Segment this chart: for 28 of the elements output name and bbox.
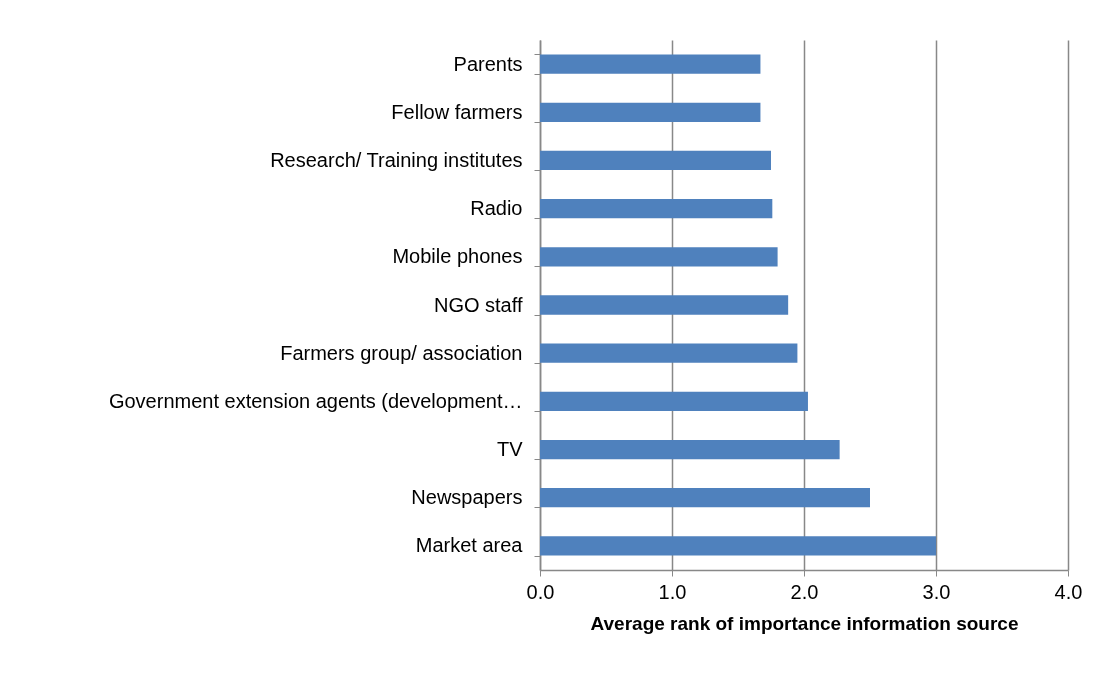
bar	[540, 439, 840, 460]
x-tick-label: 2.0	[790, 580, 819, 603]
y-tick-label: TV	[496, 438, 524, 461]
bar	[540, 343, 798, 363]
bar	[540, 247, 778, 267]
bar	[540, 391, 808, 411]
y-tick-label: Radio	[470, 197, 523, 220]
y-tick-label: Farmers group/ association	[280, 341, 523, 364]
x-tick-label: 3.0	[922, 580, 951, 603]
bar	[540, 199, 773, 219]
y-tick-label: Research/ Training institutes	[270, 148, 523, 171]
x-axis-title: Average rank of importance information source	[590, 612, 1019, 634]
bar	[540, 488, 870, 508]
x-tick-label: 1.0	[658, 580, 687, 603]
bar	[540, 102, 761, 122]
bar	[540, 295, 789, 315]
y-tick-label: Mobile phones	[392, 245, 523, 268]
y-tick-label: Government extension agents (development…	[108, 389, 523, 412]
y-tick-label: Newspapers	[411, 486, 523, 509]
x-tick-label: 0.0	[526, 580, 555, 603]
y-tick-label: Parents	[453, 52, 523, 75]
bar	[540, 150, 771, 171]
y-tick-label: NGO staff	[433, 293, 523, 316]
y-tick-label: Fellow farmers	[391, 100, 523, 123]
y-tick-label: Market area	[415, 534, 524, 557]
x-tick-label: 4.0	[1054, 580, 1083, 603]
bar	[540, 536, 936, 556]
bar	[540, 54, 761, 74]
